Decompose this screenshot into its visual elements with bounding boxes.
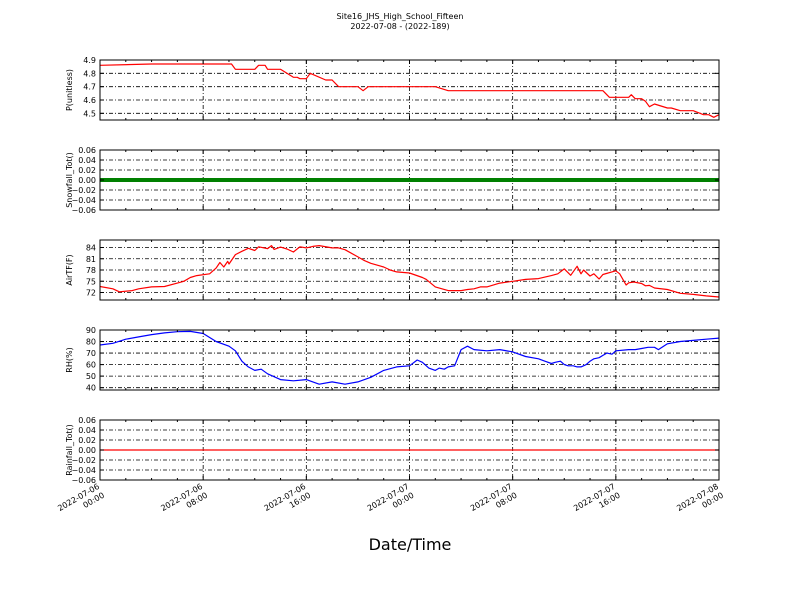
- y-tick-label: 0.00: [78, 176, 96, 185]
- y-tick-label: 81: [86, 255, 96, 264]
- y-tick-label: 50: [86, 372, 96, 381]
- y-tick-label: 78: [86, 266, 96, 275]
- y-tick-label: 0.06: [78, 416, 96, 425]
- y-tick-label: 4.5: [83, 109, 96, 118]
- chart-subtitle: 2022-07-08 - (2022-189): [350, 22, 449, 31]
- y-tick-label: −0.04: [71, 196, 96, 205]
- y-tick-label: 75: [86, 277, 96, 286]
- y-axis-label: P(unitless): [65, 69, 74, 111]
- y-axis-label: RH(%): [65, 347, 74, 372]
- y-tick-label: 70: [86, 349, 96, 358]
- y-tick-label: 4.7: [83, 83, 96, 92]
- y-tick-label: 60: [86, 361, 96, 370]
- y-axis-label: AirTF(F): [65, 254, 74, 285]
- y-tick-label: 72: [86, 289, 96, 298]
- y-tick-label: −0.06: [71, 206, 96, 215]
- y-tick-label: 90: [86, 326, 96, 335]
- y-tick-label: −0.02: [71, 456, 96, 465]
- series-line: [99, 245, 720, 298]
- y-tick-label: 4.9: [83, 56, 96, 65]
- y-tick-label: 0.02: [78, 166, 96, 175]
- series-line: [99, 63, 720, 118]
- x-axis-label: Date/Time: [369, 535, 452, 554]
- y-tick-label: 0.04: [78, 426, 96, 435]
- y-tick-label: 0.00: [78, 446, 96, 455]
- y-axis-label: Rainfall_Tot(): [65, 424, 74, 476]
- subplot-2: −0.06−0.04−0.020.000.020.040.06 Snowfall_…: [65, 146, 720, 215]
- y-axis-label: Snowfall_Tot(): [65, 152, 74, 208]
- subplot-4: 40 50 60 70 80 90 RH(%): [65, 326, 720, 393]
- y-tick-label: 80: [86, 338, 96, 347]
- y-tick-label: 0.02: [78, 436, 96, 445]
- series-line: [99, 330, 720, 385]
- y-tick-label: 40: [86, 384, 96, 393]
- y-tick-label: 4.8: [83, 69, 96, 78]
- y-tick-label: 4.6: [83, 96, 96, 105]
- chart-title: Site16_JHS_High_School_Fifteen: [337, 12, 464, 21]
- y-tick-label: −0.06: [71, 476, 96, 485]
- y-tick-label: 0.04: [78, 156, 96, 165]
- y-tick-label: −0.04: [71, 466, 96, 475]
- y-tick-label: 0.06: [78, 146, 96, 155]
- subplot-1: 4.5 4.6 4.7 4.8 4.9 P(unitless): [65, 56, 720, 121]
- subplot-3: 72 75 78 81 84 AirTF(F): [65, 239, 720, 301]
- y-tick-label: 84: [86, 244, 96, 253]
- subplots: 4.54.64.74.84.9P(unitless)−0.06−0.04−0.0…: [65, 56, 720, 485]
- subplot-5: −0.06−0.04−0.020.000.020.040.06 Rainfall_…: [65, 416, 720, 485]
- y-tick-label: −0.02: [71, 186, 96, 195]
